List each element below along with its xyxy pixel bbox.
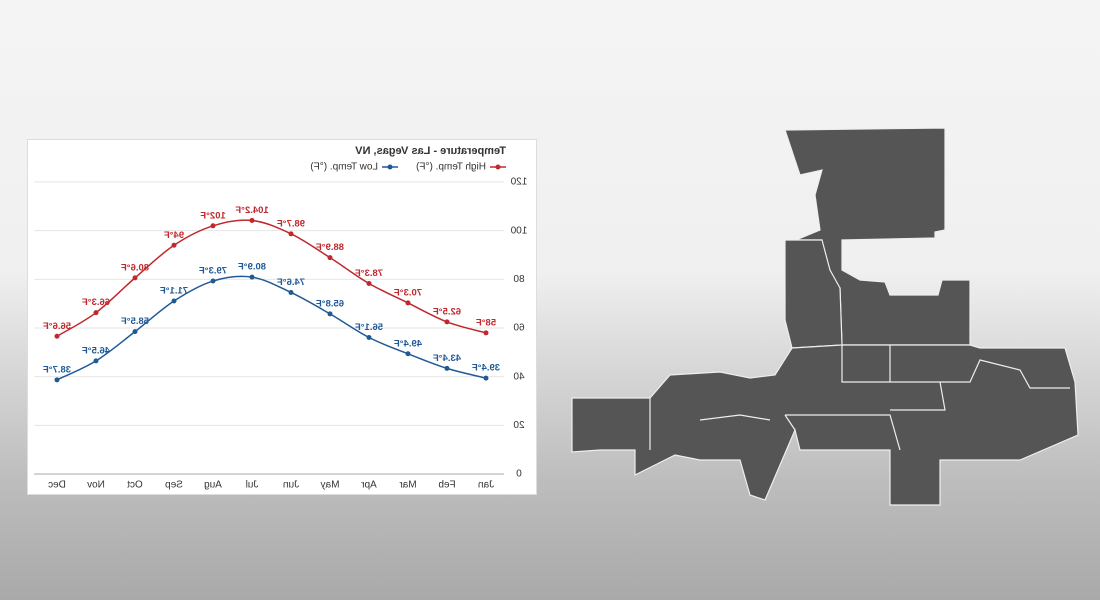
data-point xyxy=(93,310,99,316)
map-region xyxy=(571,344,1079,506)
data-point xyxy=(288,231,294,237)
data-label: 79.3°F xyxy=(199,266,227,277)
data-point xyxy=(210,278,216,284)
data-point xyxy=(93,358,99,364)
series-line xyxy=(56,219,487,337)
x-tick-label: May xyxy=(321,480,340,491)
x-tick-label: Dec xyxy=(48,480,66,491)
data-point xyxy=(171,242,177,248)
series-line xyxy=(56,275,487,381)
x-tick-label: Aug xyxy=(204,480,222,491)
data-label: 102°F xyxy=(200,210,226,221)
data-label: 80.6°F xyxy=(121,262,149,273)
map-region xyxy=(784,127,971,346)
x-tick-label: Oct xyxy=(127,480,143,491)
data-label: 88.9°F xyxy=(316,242,344,253)
data-point xyxy=(327,255,333,261)
data-label: 70.3°F xyxy=(394,287,422,298)
y-tick-label: 0 xyxy=(516,469,522,480)
data-label: 62.5°F xyxy=(433,306,461,317)
x-tick-label: Nov xyxy=(87,480,105,491)
y-tick-label: 100 xyxy=(510,225,527,236)
data-label: 43.4°F xyxy=(433,353,461,364)
data-label: 94°F xyxy=(164,230,184,241)
map-region xyxy=(784,239,843,349)
x-tick-label: Mar xyxy=(399,480,417,491)
data-label: 56.6°F xyxy=(43,321,71,332)
data-point xyxy=(54,333,60,339)
data-label: 98.7°F xyxy=(277,218,305,229)
data-point xyxy=(132,275,138,281)
data-point xyxy=(249,217,255,223)
data-label: 104.2°F xyxy=(235,205,269,216)
x-tick-label: Feb xyxy=(438,480,456,491)
legend-label: Low Temp. (°F) xyxy=(310,162,378,173)
data-label: 46.5°F xyxy=(82,345,110,356)
y-tick-label: 20 xyxy=(513,420,525,431)
map-border xyxy=(649,345,1070,451)
data-point xyxy=(405,300,411,306)
data-point xyxy=(327,311,333,317)
data-point xyxy=(444,365,450,371)
data-point xyxy=(444,319,450,325)
legend-marker xyxy=(495,164,501,170)
data-label: 65.8°F xyxy=(316,298,344,309)
data-point xyxy=(132,329,138,335)
data-label: 38.7°F xyxy=(43,364,71,375)
data-point xyxy=(210,223,216,229)
data-point xyxy=(483,375,489,381)
chart-panel: Temperature - Las Vegas, NV 0 20 40 60 80 100… xyxy=(27,139,537,495)
data-point xyxy=(483,330,489,336)
x-tick-label: Jul xyxy=(246,480,259,491)
data-point xyxy=(405,351,411,357)
data-label: 56.1°F xyxy=(355,322,383,333)
y-tick-label: 40 xyxy=(513,371,525,382)
data-label: 80.9°F xyxy=(238,262,266,273)
legend-marker xyxy=(387,164,393,170)
chart-title: Temperature - Las Vegas, NV xyxy=(355,145,506,157)
data-label: 71.1°F xyxy=(160,286,188,297)
data-point xyxy=(366,280,372,286)
data-label: 49.4°F xyxy=(394,338,422,349)
district-map xyxy=(571,127,1079,506)
x-tick-label: Jun xyxy=(283,480,299,491)
data-label: 39.4°F xyxy=(472,363,500,374)
data-point xyxy=(54,377,60,383)
legend-label: High Temp. (°F) xyxy=(416,162,486,173)
data-point xyxy=(171,298,177,304)
chart: Temperature - Las Vegas, NV 0 20 40 60 80 100… xyxy=(34,145,527,491)
x-tick-label: Jan xyxy=(478,480,494,491)
data-label: 74.6°F xyxy=(277,277,305,288)
x-tick-label: Sep xyxy=(165,480,183,491)
data-point xyxy=(249,274,255,280)
data-label: 58.5°F xyxy=(121,316,149,327)
x-tick-label: Apr xyxy=(361,480,377,491)
y-tick-label: 120 xyxy=(510,177,527,188)
data-point xyxy=(288,289,294,295)
data-label: 58°F xyxy=(476,317,496,328)
y-tick-label: 80 xyxy=(513,274,525,285)
data-label: 66.3°F xyxy=(82,297,110,308)
data-label: 78.3°F xyxy=(355,268,383,279)
y-tick-label: 60 xyxy=(513,323,525,334)
data-point xyxy=(366,334,372,340)
